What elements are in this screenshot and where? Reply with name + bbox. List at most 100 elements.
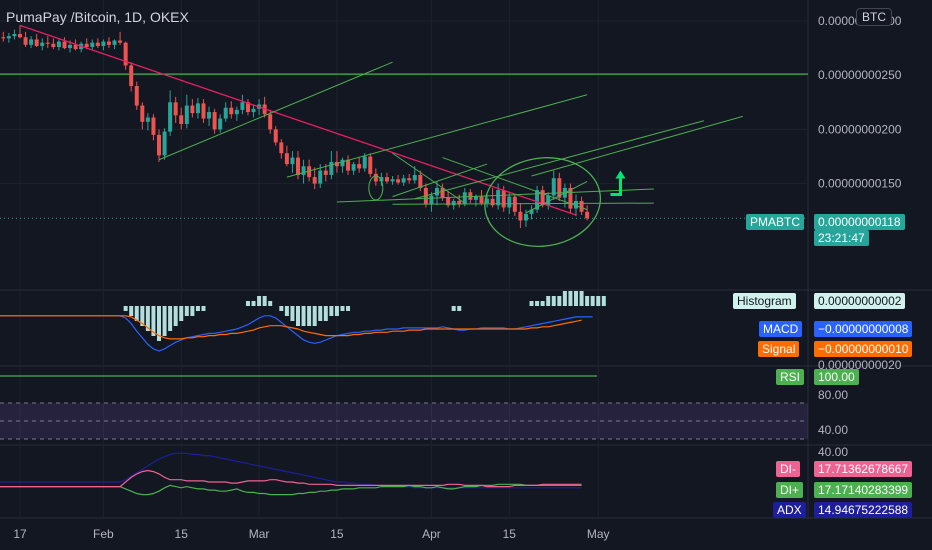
- candle-body: [501, 190, 506, 208]
- candle-body: [446, 197, 451, 206]
- time-axis-label: 15: [330, 527, 344, 541]
- drawing-trendline: [286, 94, 588, 178]
- macd-histogram-bar: [551, 296, 556, 306]
- candle-body: [51, 43, 56, 48]
- candle-body: [123, 42, 128, 66]
- candle-body: [507, 196, 512, 208]
- macd-histogram-bar: [262, 296, 267, 306]
- candle-body: [168, 102, 173, 132]
- symbol-price-label: PMABTC: [746, 214, 805, 230]
- candle-body: [73, 44, 78, 50]
- dmi-axis-label: 40.00: [818, 445, 848, 459]
- last-price-label: 0.00000000118: [814, 214, 905, 230]
- macd-histogram-bar: [329, 306, 334, 316]
- candle-body: [145, 117, 150, 122]
- candle-body: [384, 177, 389, 182]
- candle-body: [485, 198, 490, 204]
- drawing-trendline: [158, 61, 393, 161]
- candle-body: [23, 37, 28, 45]
- macd-histogram-bar: [590, 296, 595, 306]
- candle-body: [234, 109, 239, 115]
- candle-body: [184, 105, 189, 124]
- histogram-value: 0.00000000002: [814, 293, 906, 309]
- candle-body: [95, 42, 100, 46]
- candle-body: [212, 112, 217, 130]
- candle-body: [134, 86, 139, 106]
- drawing-trendline: [414, 120, 705, 200]
- macd-histogram-bar: [301, 306, 306, 326]
- rsi-label: RSI: [776, 369, 805, 385]
- macd-histogram-bar: [585, 296, 590, 306]
- drawing-trendline: [392, 202, 654, 205]
- candle-body: [401, 178, 406, 183]
- up-arrow-icon: [610, 176, 622, 196]
- candle-body: [546, 195, 551, 206]
- macd-histogram-bar: [123, 306, 128, 311]
- di-plus-line: [0, 483, 582, 496]
- candle-body: [279, 142, 284, 154]
- candle-body: [457, 200, 462, 205]
- candle-body: [223, 107, 228, 119]
- macd-histogram-bar: [245, 301, 250, 306]
- macd-histogram-bar: [290, 306, 295, 321]
- candle-body: [479, 196, 484, 204]
- drawing-trendline: [525, 180, 588, 214]
- candle-body: [56, 41, 61, 48]
- candle-body: [284, 153, 289, 165]
- candle-body: [6, 36, 11, 39]
- macd-histogram-bar: [334, 306, 339, 316]
- candle-body: [312, 177, 317, 184]
- candle-body: [429, 195, 434, 205]
- candle-body: [68, 44, 73, 49]
- macd-histogram-bar: [168, 306, 173, 331]
- candle-body: [435, 187, 439, 196]
- candle-body: [329, 161, 334, 175]
- macd-histogram-bar: [190, 306, 195, 316]
- macd-value: −0.00000000008: [814, 321, 913, 337]
- candle-body: [162, 131, 167, 156]
- macd-histogram-bar: [557, 296, 562, 306]
- candle-body: [568, 187, 573, 209]
- macd-histogram-bar: [451, 306, 456, 311]
- macd-histogram-bar: [340, 306, 345, 311]
- time-axis-label: Apr: [422, 527, 441, 541]
- macd-axis-label: 0.00000000020: [818, 358, 902, 372]
- candle-body: [151, 117, 156, 135]
- macd-histogram-bar: [134, 306, 139, 321]
- candle-body: [540, 190, 545, 206]
- candle-body: [440, 187, 445, 198]
- candle-body: [101, 41, 106, 46]
- candle-body: [118, 40, 123, 43]
- candle-body: [45, 42, 50, 44]
- time-axis-label: May: [587, 527, 610, 541]
- candle-body: [390, 179, 395, 182]
- candle-body: [1, 37, 6, 39]
- macd-histogram-bar: [179, 306, 184, 321]
- candle-body: [301, 166, 306, 175]
- macd-histogram-bar: [579, 291, 584, 306]
- macd-histogram-bar: [157, 306, 161, 341]
- time-axis-label: 15: [503, 527, 517, 541]
- candle-body: [268, 114, 273, 130]
- macd-histogram-bar: [568, 291, 573, 306]
- currency-badge[interactable]: BTC: [856, 8, 892, 26]
- macd-histogram-bar: [457, 306, 462, 311]
- candle-body: [173, 102, 178, 116]
- candle-body: [368, 156, 373, 174]
- descending-trendline: [19, 24, 577, 216]
- candle-body: [585, 211, 590, 219]
- candle-body: [84, 43, 89, 48]
- time-axis-label: 15: [175, 527, 189, 541]
- candle-body: [340, 159, 345, 167]
- candle-body: [179, 115, 184, 124]
- candle-body: [407, 178, 412, 181]
- candle-body: [412, 174, 417, 181]
- candle-body: [512, 196, 517, 212]
- macd-histogram-bar: [323, 306, 328, 321]
- candle-body: [362, 156, 367, 169]
- di-plus-value: 17.17140283399: [814, 482, 913, 498]
- macd-histogram-bar: [562, 291, 567, 306]
- symbol-title[interactable]: PumaPay /Bitcoin, 1D, OKEX: [6, 9, 189, 25]
- macd-histogram-bar: [535, 301, 540, 306]
